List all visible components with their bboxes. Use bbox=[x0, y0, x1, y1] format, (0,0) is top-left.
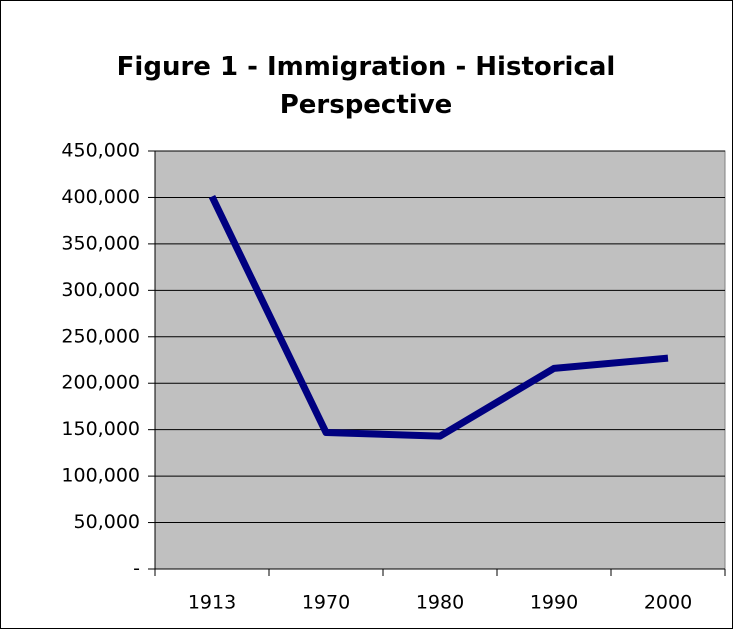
x-tick-label: 2000 bbox=[644, 592, 692, 614]
y-tick-label: 300,000 bbox=[61, 279, 140, 301]
data-line bbox=[208, 194, 669, 440]
y-tick-label: 450,000 bbox=[61, 140, 140, 162]
y-tick-label: 250,000 bbox=[61, 325, 140, 347]
x-tick-label: 1970 bbox=[302, 592, 350, 614]
x-tick-label: 1913 bbox=[188, 592, 236, 614]
y-tick-label: 150,000 bbox=[61, 418, 140, 440]
y-tick-label: 200,000 bbox=[61, 372, 140, 394]
y-tick-label: 350,000 bbox=[61, 232, 140, 254]
y-tick-label: - bbox=[133, 558, 140, 580]
chart-title: Figure 1 - Immigration - Historical Pers… bbox=[116, 52, 616, 120]
x-tick-label: 1980 bbox=[416, 592, 464, 614]
y-tick-label: 100,000 bbox=[61, 465, 140, 487]
y-tick-label: 50,000 bbox=[74, 511, 140, 533]
y-tick-label: 400,000 bbox=[61, 186, 140, 208]
x-tick-label: 1990 bbox=[530, 592, 578, 614]
